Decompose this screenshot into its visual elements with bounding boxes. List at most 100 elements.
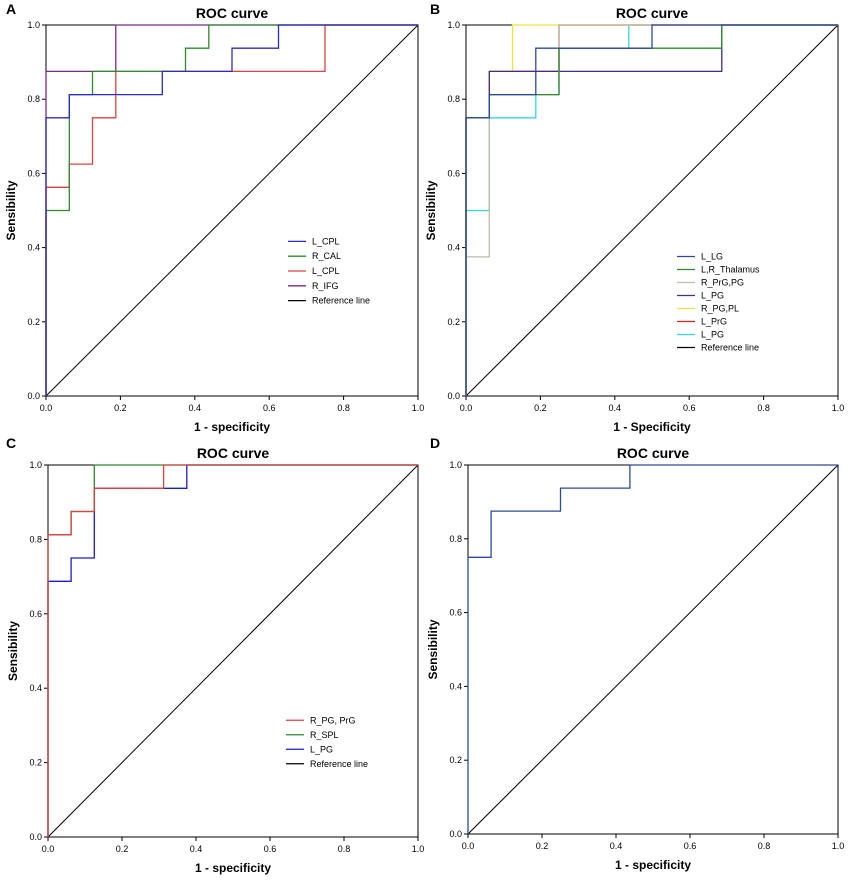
panel-b: B ROC curve 0.0 0.2 0.4 0.6 0.8 1.0 0.0 0.2 0.4 0.6…: [424, 1, 844, 434]
x-axis-label: 1 - specificity: [194, 420, 270, 434]
x-tick-label: 0.2: [114, 403, 127, 413]
y-tick-label: 0.6: [27, 168, 40, 178]
y-tick-label: 0.6: [449, 608, 462, 618]
x-tick-label: 0.8: [337, 403, 350, 413]
x-tick-label: 0.8: [338, 844, 351, 854]
y-tick-label: 0.8: [447, 94, 460, 104]
y-tick-label: 1.0: [29, 460, 42, 470]
y-axis-label: Sensibility: [426, 619, 440, 679]
chart-title: ROC curve: [196, 5, 269, 21]
legend-entry: R_IFG: [312, 281, 339, 291]
x-tick-label: 0.8: [757, 403, 770, 413]
x-tick-label: 0.0: [460, 403, 473, 413]
y-axis-label: Sensibility: [424, 180, 438, 240]
y-tick-label: 1.0: [447, 20, 460, 30]
y-axis-label: Sensibility: [6, 621, 20, 681]
x-tick-label: 0.6: [683, 403, 696, 413]
y-axis-label: Sensibility: [4, 180, 18, 240]
legend-entry: Reference line: [312, 296, 370, 306]
panel-letter: C: [6, 435, 16, 451]
chart-title: ROC curve: [617, 445, 690, 461]
x-tick-label: 1.0: [832, 403, 845, 413]
panel-a: A ROC curve 0.0 0.2 0.4 0.6 0.8 1.0 0.0 0.2 0.4 0.6…: [4, 1, 424, 434]
y-tick-label: 1.0: [27, 20, 40, 30]
y-tick-label: 1.0: [449, 460, 462, 470]
legend-entry: L_CPL: [312, 236, 340, 246]
y-tick-label: 0.0: [29, 832, 42, 842]
panel-letter: B: [430, 1, 440, 17]
x-tick-label: 0.4: [190, 844, 203, 854]
legend-entry: L,R_Thalamus: [701, 265, 760, 275]
y-tick-label: 0.4: [447, 243, 460, 253]
legend: R_PG, PrG R_SPL L_PG Reference line: [286, 715, 368, 769]
legend-entry: L_PG: [701, 330, 724, 340]
y-tick-label: 0.2: [449, 755, 462, 765]
y-tick-label: 0.0: [447, 391, 460, 401]
x-tick-label: 1.0: [412, 403, 425, 413]
legend-entry: R_PrG,PG: [701, 278, 744, 288]
legend: L_LG L,R_Thalamus R_PrG,PG L_PG R_PG,PL L_PrG…: [677, 252, 760, 353]
legend-entry: L_PrG: [701, 317, 727, 327]
x-axis-label: 1 - Specificity: [613, 420, 691, 434]
series-line-reference-line: [465, 24, 839, 397]
panel-letter: A: [6, 1, 16, 17]
legend-entry: L_PG: [701, 291, 724, 301]
y-tick-label: 0.2: [29, 758, 42, 768]
y-tick-label: 0.0: [449, 829, 462, 839]
x-tick-label: 1.0: [412, 844, 425, 854]
legend-entry: L_CPL: [312, 266, 340, 276]
series-line-l-cpl: [45, 24, 418, 396]
y-tick-label: 0.8: [27, 94, 40, 104]
series-line-l-cpl: [45, 24, 418, 396]
x-tick-label: 0.4: [610, 841, 623, 851]
y-tick-label: 0.2: [447, 317, 460, 327]
chart-title: ROC curve: [616, 5, 689, 21]
x-tick-label: 1.0: [832, 841, 845, 851]
panel-d: D ROC curve 0.0 0.2 0.4 0.6 0.8 1.0 0.0 0.2 0.4 0.6…: [426, 435, 844, 872]
series-line-curve-0: [467, 464, 838, 834]
panel-c: C ROC curve 0.0 0.2 0.4 0.6 0.8 1.0 0.0 0.2 0.4 0.6…: [6, 435, 424, 875]
x-tick-label: 0.0: [42, 844, 55, 854]
y-tick-label: 0.0: [27, 391, 40, 401]
x-tick-label: 0.8: [758, 841, 771, 851]
y-tick-label: 0.4: [449, 681, 462, 691]
series-line-l-lg: [465, 24, 838, 396]
series-line-r-cal: [45, 24, 418, 396]
y-tick-label: 0.6: [447, 168, 460, 178]
series-line-r-pg-prg: [47, 464, 418, 837]
x-tick-label: 0.2: [534, 403, 547, 413]
legend-entry: R_SPL: [310, 730, 339, 740]
y-tick-label: 0.6: [29, 609, 42, 619]
series-line-reference-line: [45, 24, 419, 397]
legend-entry: R_PG, PrG: [310, 715, 356, 725]
y-tick-label: 0.8: [29, 534, 42, 544]
x-tick-label: 0.6: [263, 403, 276, 413]
y-tick-label: 0.4: [27, 243, 40, 253]
x-tick-label: 0.0: [40, 403, 53, 413]
legend: L_CPL R_CAL L_CPL R_IFG Reference line: [288, 236, 370, 306]
legend-entry: Reference line: [310, 759, 368, 769]
x-tick-label: 0.4: [609, 403, 622, 413]
series-line-l-pg: [47, 464, 418, 837]
x-tick-label: 0.0: [462, 841, 475, 851]
series-line-reference-line: [47, 464, 419, 838]
panel-letter: D: [430, 435, 440, 451]
y-tick-label: 0.8: [449, 534, 462, 544]
chart-title: ROC curve: [197, 445, 270, 461]
legend-entry: R_PG,PL: [701, 304, 739, 314]
legend-entry: Reference line: [701, 343, 759, 353]
x-axis-label: 1 - specificity: [195, 861, 271, 875]
x-tick-label: 0.6: [684, 841, 697, 851]
y-tick-label: 0.4: [29, 683, 42, 693]
x-tick-label: 0.4: [189, 403, 202, 413]
y-tick-label: 0.2: [27, 317, 40, 327]
x-tick-label: 0.6: [264, 844, 277, 854]
x-tick-label: 0.2: [536, 841, 549, 851]
x-tick-label: 0.2: [116, 844, 129, 854]
series-line-curve-1: [467, 464, 839, 835]
legend-entry: L_PG: [310, 744, 333, 754]
legend-entry: R_CAL: [312, 251, 341, 261]
x-axis-label: 1 - specificity: [615, 858, 691, 872]
legend-entry: L_LG: [701, 252, 723, 262]
